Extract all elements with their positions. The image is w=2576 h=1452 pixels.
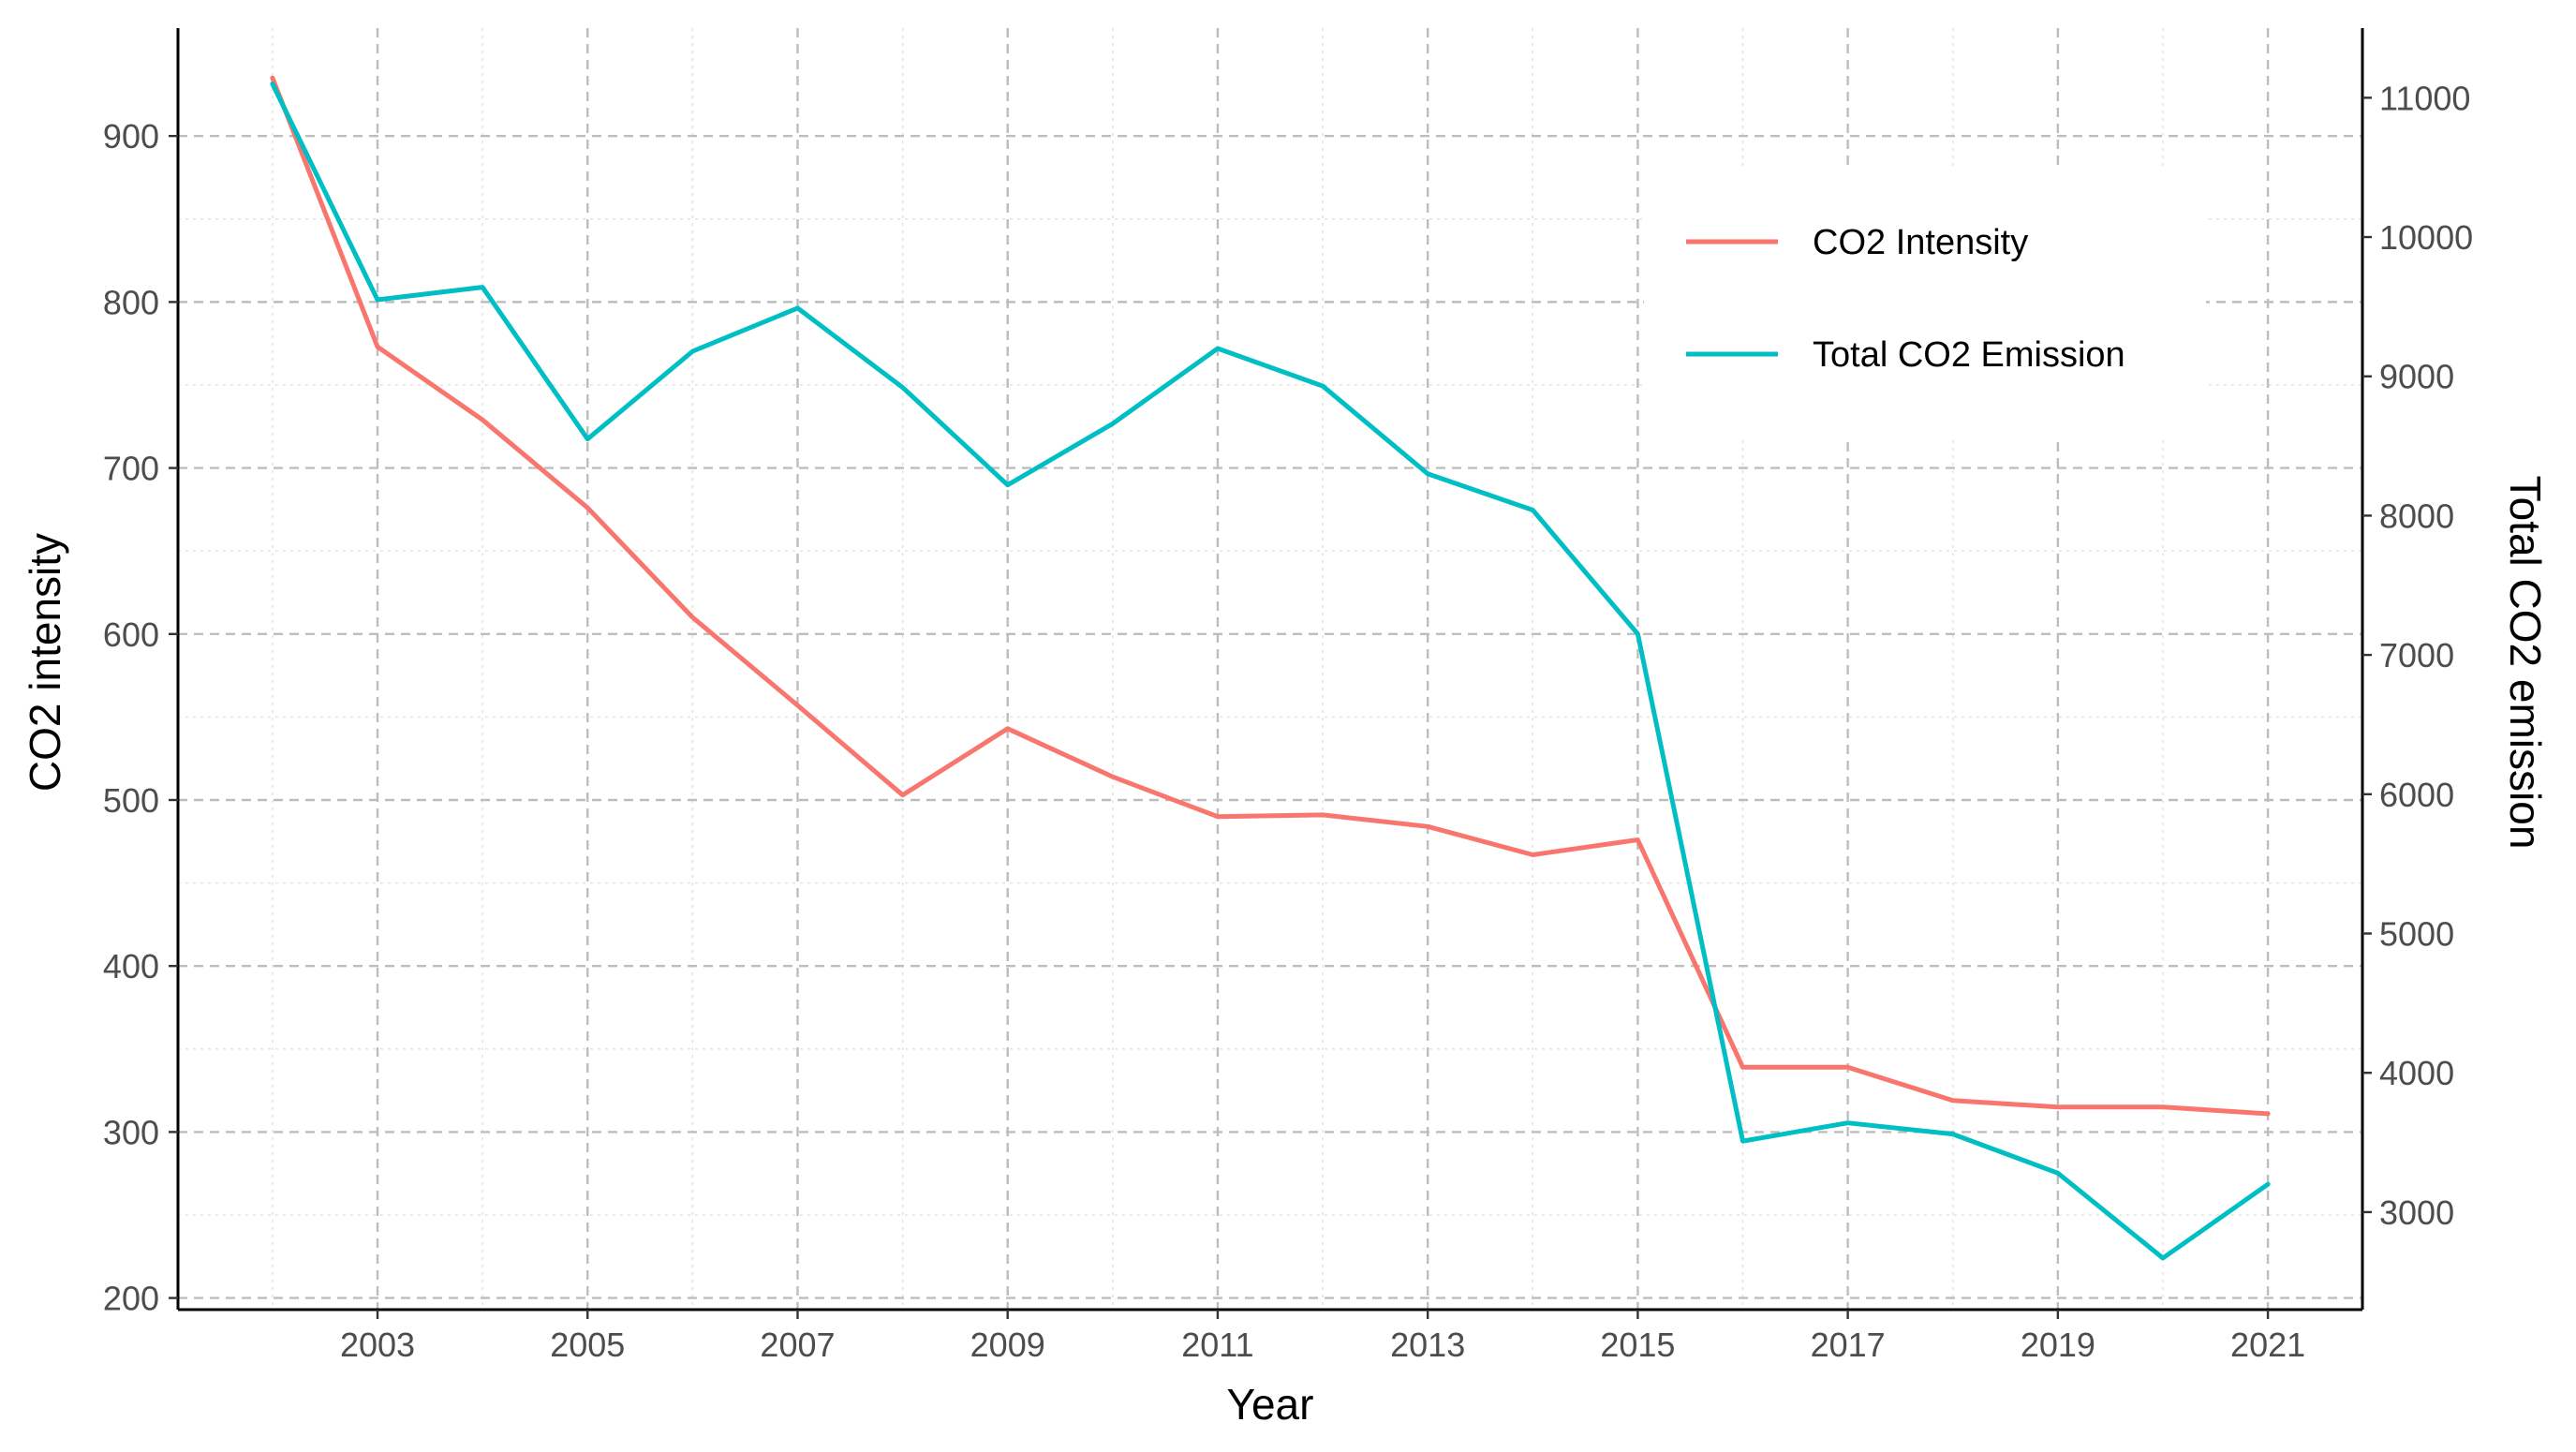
y2-tick-label: 8000 [2379,496,2454,535]
y2-tick-label: 10000 [2379,218,2473,257]
x-tick-label: 2017 [1811,1326,1886,1364]
y-tick-label: 900 [103,117,159,156]
y-axis-title: CO2 intensity [21,533,69,792]
legend-label-1: CO2 Intensity [1813,223,2028,262]
x-tick-label: 2011 [1181,1326,1253,1364]
x-tick-label: 2013 [1390,1326,1465,1364]
y2-axis-title: Total CO2 emission [2501,476,2550,850]
y2-tick-label: 4000 [2379,1054,2454,1092]
x-tick-label: 2015 [1600,1326,1675,1364]
y2-tick-label: 5000 [2379,915,2454,954]
y2-tick-label: 6000 [2379,776,2454,814]
y-tick-label: 500 [103,781,159,820]
legend-label-2: Total CO2 Emission [1813,335,2125,375]
y-tick-label: 400 [103,947,159,985]
series-lines [270,75,2271,1261]
y-tick-label: 800 [103,283,159,321]
y2-tick-label: 7000 [2379,636,2454,674]
y-tick-label: 300 [103,1113,159,1151]
y-tick-label: 600 [103,615,159,654]
series-line-2 [270,81,2271,1261]
legend-background [1644,169,2206,436]
axes: 2003 2005 2007 2009 2011 2013 2015 2017 2019 2021… [103,28,2473,1364]
legend: CO2 Intensity Total CO2 Emission [1644,169,2206,436]
x-axis-title: Year [1227,1380,1314,1429]
y2-tick-label: 11000 [2379,79,2470,117]
x-tick-label: 2021 [2230,1326,2305,1364]
y-tick-label: 700 [103,450,159,488]
y2-tick-label: 9000 [2379,358,2454,396]
y-tick-label: 200 [103,1280,159,1318]
x-tick-label: 2007 [760,1326,835,1364]
y2-tick-label: 3000 [2379,1193,2454,1232]
x-tick-label: 2003 [340,1326,415,1364]
series-line-1 [270,75,2271,1117]
x-tick-label: 2019 [2021,1326,2095,1364]
x-tick-label: 2005 [550,1326,625,1364]
x-tick-label: 2009 [970,1326,1045,1364]
